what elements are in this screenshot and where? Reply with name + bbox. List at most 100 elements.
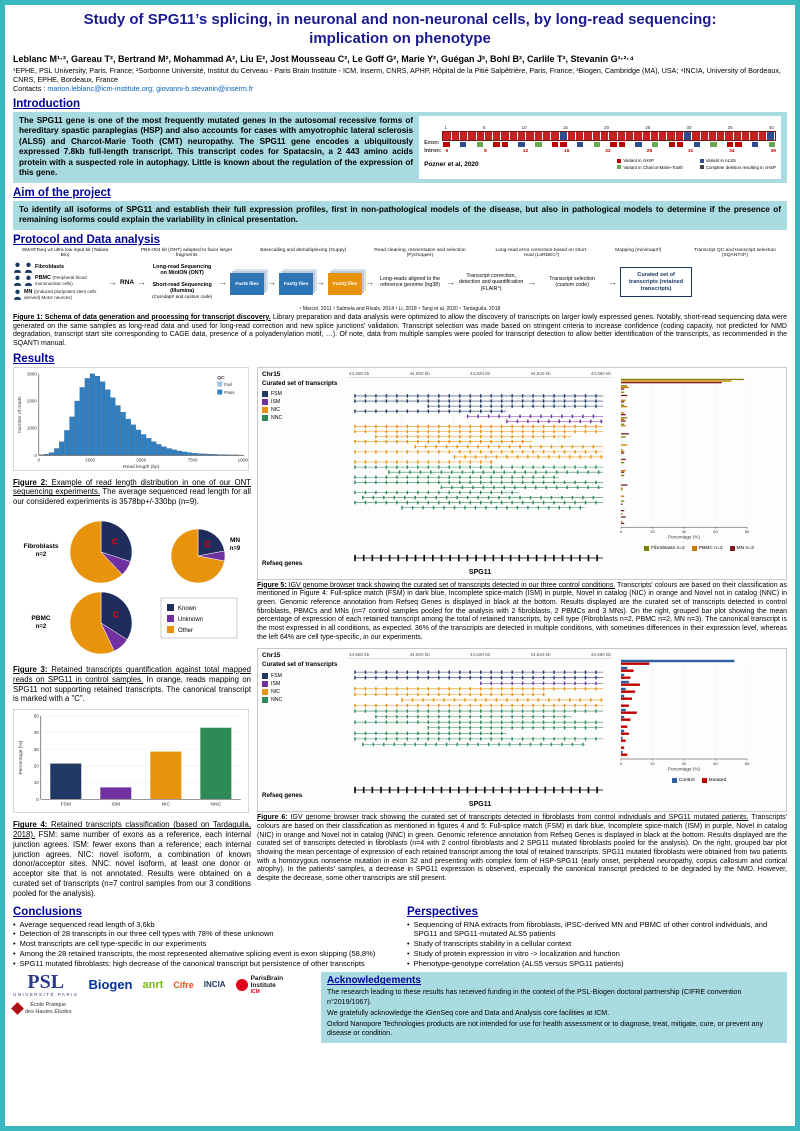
sequencing-block: Long-read Sequencing on MinION (ONT) Sho… <box>149 264 215 300</box>
figure6-expression-bars: 0 20 40 60 80 Percentage (%) <box>620 659 750 772</box>
protocol-annotation: PBK-004 kit (ONT) adapted to favor large… <box>140 247 233 259</box>
intron-number: 16 <box>564 148 570 154</box>
psl-logo-text: PSL <box>27 971 65 994</box>
acknowledgements-heading: Acknowledgements <box>327 975 421 987</box>
class-legend-item: NIC <box>262 688 344 695</box>
legend-swatch <box>699 159 704 163</box>
intron-number: 6 <box>445 148 449 154</box>
legend-swatch <box>262 406 268 413</box>
variant-tick <box>693 142 701 148</box>
variant-tick <box>760 142 766 147</box>
sample-fibroblasts: Fibroblasts <box>13 262 105 273</box>
samples-block: Fibroblasts PBMC (Peripheral blood monon… <box>13 262 105 303</box>
transcript-row <box>466 414 604 418</box>
figure2-caption: Figure 2: Example of read length distrib… <box>13 478 251 507</box>
figure5-bars-column: 0 20 40 60 80 Percentage (%) Fibroblasts n=2 P… <box>616 377 782 551</box>
svg-text:1000: 1000 <box>27 425 37 430</box>
legend-label: MN n=3 <box>736 545 754 551</box>
variant-tick <box>593 142 600 148</box>
ruler-tick: 44,580 kb <box>349 370 370 376</box>
exon-number: 15 <box>562 124 568 130</box>
intron-number: 22 <box>605 148 611 154</box>
variant-tick <box>501 142 509 148</box>
protocol-annotation: Basecalling and demultiplexing (Guppy) <box>260 247 347 253</box>
contact-email-1[interactable]: marion.leblanc@icm-institute.org; <box>47 84 155 94</box>
ruler-tick: 44,600 kb <box>409 370 430 376</box>
logo-grid: PSL UNIVERSITÉ PARIS Biogen anrt Cifre I… <box>11 971 313 1016</box>
figure6-refseq-track <box>354 787 604 794</box>
affiliations: ¹EPHE, PSL University, Paris, France; ²S… <box>13 66 787 94</box>
bullet-marker: • <box>407 919 410 929</box>
figure5-transcript-tracks <box>354 392 604 510</box>
figure6-label: Figure 6: <box>257 814 288 822</box>
svg-text:0: 0 <box>38 457 41 462</box>
svg-text:QC: QC <box>217 374 225 380</box>
variant-tick <box>677 142 684 148</box>
svg-text:Percentage (%): Percentage (%) <box>18 740 24 774</box>
figure6-track-label: Curated set of transcripts <box>262 661 338 669</box>
figure5-text: Transcripts' colours are based on their … <box>257 581 787 641</box>
legend-label: NIC <box>271 406 280 413</box>
exon-segment <box>700 132 709 141</box>
class-legend-item: FSM <box>262 672 344 679</box>
legend-swatch <box>729 545 735 551</box>
ruler-tick: 44,620 kb <box>469 370 491 376</box>
exon-number: 40 <box>768 124 774 130</box>
legend-label: PBMC n=2 <box>698 545 723 551</box>
curated-set-box: Curated set of transcripts (retained tra… <box>620 267 693 298</box>
figure4-barchart: 0 10 20 30 40 50 FSM ISM NIC NNC Percentage (%) <box>13 709 249 814</box>
step-aligned-reads: Long-reads aligned to the reference geno… <box>380 276 441 289</box>
transcript-row <box>453 454 604 459</box>
authors-line: Leblanc M¹·², Gareau T², Bertrand M², Mo… <box>13 53 635 64</box>
figure5-gene-label: SPG11 <box>468 568 492 576</box>
variant-tick <box>668 142 676 148</box>
transcript-row <box>354 737 604 741</box>
transcript-row <box>414 444 604 448</box>
figure5-igv-panel: Chr15 44,580 kb 44,600 kb 44,620 kb 44,640 … <box>257 366 787 580</box>
bullet-item: • Among the 28 retained transcripts, the … <box>13 949 393 959</box>
variant-tick <box>585 142 591 147</box>
ruler-tick: 44,600 kb <box>409 652 430 658</box>
legend-swatch <box>671 778 677 784</box>
exon-number: 20 <box>604 124 610 130</box>
sample-note: (Peripheral blood mononuclear cells) <box>35 274 87 286</box>
svg-text:10000: 10000 <box>238 457 249 462</box>
variant-tick <box>452 142 458 147</box>
svg-text:20: 20 <box>650 529 655 534</box>
bullet-item: • Sequencing of RNA extracts from fibrobl… <box>407 920 787 940</box>
exon-segment <box>634 132 643 141</box>
legend-label: ISM <box>271 398 281 405</box>
bullet-marker: • <box>407 958 410 968</box>
sample-pbmc: PBMC (Peripheral blood mononuclear cells… <box>13 275 105 287</box>
legend-swatch <box>262 390 268 397</box>
exon-segment <box>659 132 668 141</box>
bullet-text: Detection of 28 transcripts in our three… <box>19 929 274 939</box>
variant-tick <box>768 142 776 148</box>
svg-text:Unknown: Unknown <box>178 617 203 623</box>
exon-segment <box>584 132 593 141</box>
perspectives-list: • Sequencing of RNA extracts from fibrobl… <box>407 920 787 969</box>
bullet-item: • Average sequenced read length of 3,6kb <box>13 920 393 930</box>
ephe-diamond-icon <box>11 1002 24 1016</box>
contact-email-2[interactable]: giovanni-b.stevanin@inserm.fr <box>154 84 254 94</box>
exon-segment <box>451 132 460 141</box>
figure6-ruler: 44,580 kb 44,600 kb 44,620 kb 44,640 kb 44,6… <box>349 652 611 660</box>
series-legend-item: Control <box>671 778 695 784</box>
svg-text:Read length (bp): Read length (bp) <box>123 464 160 470</box>
figure5-caption: Figure 5: IGV genome browser track showi… <box>257 582 787 643</box>
sample-name: PBMC <box>35 274 51 281</box>
exon-segment <box>758 132 767 141</box>
tool-citations: ¹ Marcel, 2011 ² Salmela and Rivals, 201… <box>299 305 501 312</box>
ruler-tick: 44,640 kb <box>530 652 551 658</box>
gene-legend-item: Variant in cHSP <box>617 158 693 163</box>
figure6-class-legend: FSM ISM NIC NNC <box>262 672 344 703</box>
ephe-logo: École Pratique des Hautes Études <box>11 1002 71 1016</box>
figure5-chr-label: Chr15 <box>262 370 281 378</box>
bullet-marker: • <box>407 939 410 949</box>
variant-tick <box>735 142 742 148</box>
person-icon <box>13 262 22 273</box>
svg-text:Percentage (%): Percentage (%) <box>668 534 700 539</box>
figure6-gene-label: SPG11 <box>468 801 492 809</box>
results-left-column: 0 2500 5000 7500 10000 0 1000 2000 3000 Read leng… <box>13 366 251 899</box>
variant-tick <box>535 142 542 148</box>
